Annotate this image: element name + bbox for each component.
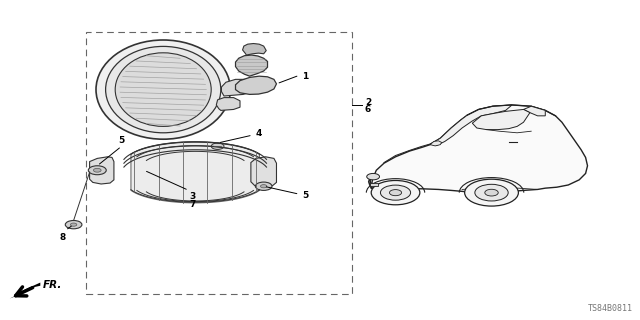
Circle shape (371, 180, 420, 205)
Circle shape (70, 223, 77, 226)
Polygon shape (236, 55, 268, 76)
Circle shape (380, 185, 411, 200)
Ellipse shape (96, 40, 230, 139)
Text: FR.: FR. (43, 280, 62, 290)
Polygon shape (221, 79, 256, 96)
Polygon shape (243, 44, 266, 55)
Text: 3: 3 (189, 192, 196, 201)
Circle shape (93, 168, 101, 172)
Text: 6: 6 (365, 105, 371, 114)
Text: 4: 4 (256, 129, 262, 138)
Polygon shape (524, 106, 545, 116)
Text: 1: 1 (302, 72, 308, 81)
Polygon shape (131, 142, 259, 203)
Circle shape (88, 166, 106, 175)
Text: 8: 8 (60, 233, 66, 242)
Polygon shape (236, 76, 276, 94)
Text: TS84B0811: TS84B0811 (588, 304, 632, 313)
Circle shape (475, 184, 508, 201)
Circle shape (367, 173, 380, 180)
Text: 2: 2 (365, 98, 371, 107)
Circle shape (465, 179, 518, 206)
Text: 7: 7 (189, 200, 196, 209)
Bar (86, 32, 352, 294)
Text: 5: 5 (118, 136, 125, 145)
Circle shape (260, 185, 267, 188)
Polygon shape (369, 105, 588, 194)
Polygon shape (430, 141, 442, 146)
Circle shape (211, 143, 224, 149)
Ellipse shape (115, 53, 211, 126)
Polygon shape (10, 283, 40, 299)
Text: 5: 5 (302, 191, 308, 200)
Polygon shape (472, 109, 530, 130)
Bar (370, 183, 378, 186)
Polygon shape (251, 157, 276, 187)
Polygon shape (430, 105, 512, 146)
Polygon shape (216, 98, 240, 110)
Circle shape (485, 189, 499, 196)
Circle shape (65, 220, 82, 229)
Circle shape (389, 189, 402, 196)
Ellipse shape (106, 46, 221, 133)
Circle shape (255, 182, 272, 190)
Polygon shape (90, 157, 114, 184)
